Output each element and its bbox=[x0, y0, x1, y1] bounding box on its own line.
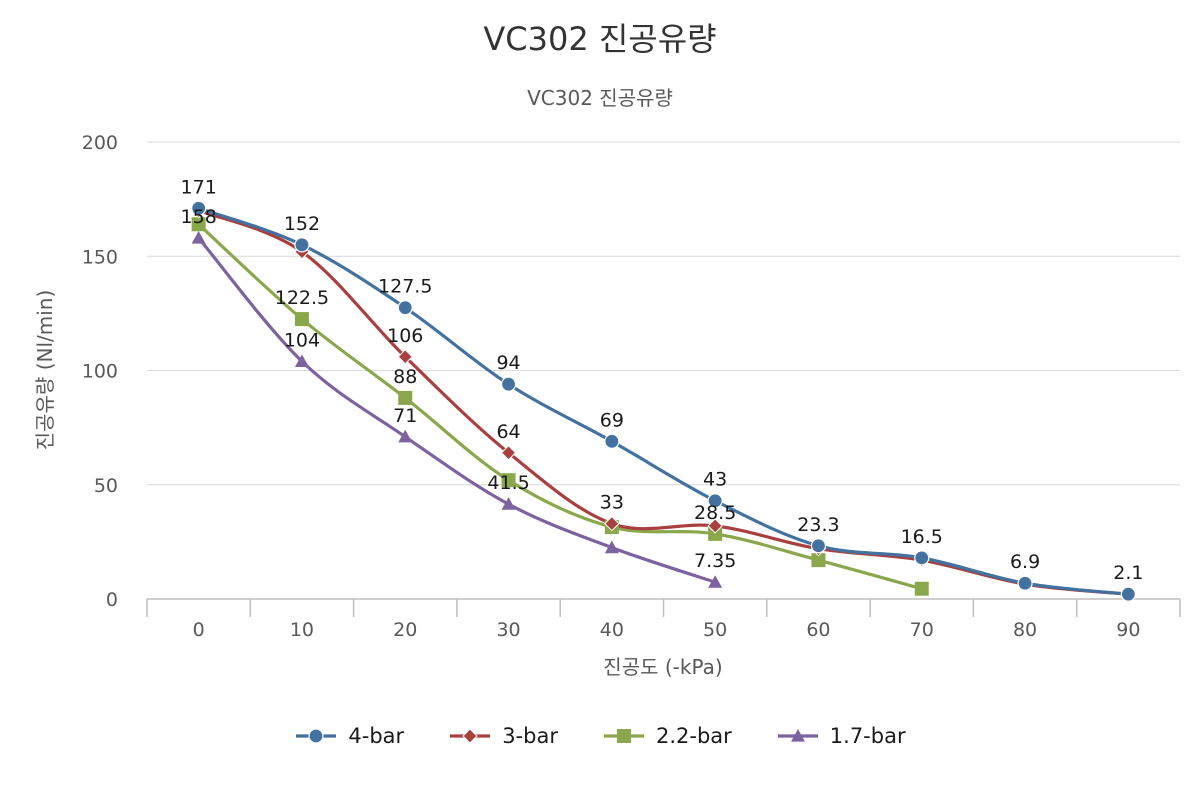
data-point-4-bar bbox=[500, 376, 517, 392]
data-label: 104 bbox=[284, 329, 320, 351]
legend-swatch-icon bbox=[296, 728, 337, 744]
data-label: 69 bbox=[600, 409, 624, 431]
data-point-2.2-bar bbox=[811, 553, 826, 568]
data-point-3-bar bbox=[397, 349, 413, 365]
data-label: 16.5 bbox=[901, 526, 943, 548]
legend-swatch-icon bbox=[450, 728, 491, 744]
legend-label: 4-bar bbox=[348, 724, 405, 748]
legend-item[interactable]: 1.7-bar bbox=[776, 724, 906, 748]
series-line-1.7-bar bbox=[197, 236, 717, 584]
data-point-4-bar bbox=[604, 433, 620, 449]
y-tick-label: 50 bbox=[94, 475, 118, 497]
data-point-3-bar bbox=[707, 518, 723, 534]
data-label: 64 bbox=[496, 421, 520, 443]
legend-item[interactable]: 2.2-bar bbox=[602, 724, 732, 748]
y-tick-label: 0 bbox=[106, 589, 118, 611]
y-tick-label: 200 bbox=[82, 132, 118, 154]
x-tick-label: 40 bbox=[600, 619, 624, 641]
data-point-4-bar bbox=[1017, 575, 1033, 591]
data-label: 158 bbox=[181, 206, 217, 228]
data-label: 33 bbox=[600, 492, 624, 514]
data-label: 152 bbox=[284, 213, 320, 235]
data-point-1.7-bar bbox=[501, 497, 516, 510]
data-point-2.2-bar bbox=[191, 217, 206, 232]
data-label: 106 bbox=[387, 325, 423, 347]
x-tick-label: 0 bbox=[193, 619, 205, 641]
data-point-3-bar bbox=[500, 445, 517, 461]
x-tick-label: 80 bbox=[1013, 619, 1037, 641]
data-label: 6.9 bbox=[1010, 551, 1040, 573]
legend-marker-icon bbox=[308, 728, 325, 744]
data-point-4-bar bbox=[707, 493, 723, 509]
data-point-4-bar bbox=[191, 200, 207, 216]
data-point-4-bar bbox=[397, 300, 413, 316]
data-label: 94 bbox=[496, 352, 520, 374]
data-label: 88 bbox=[393, 366, 417, 388]
legend-label: 1.7-bar bbox=[829, 724, 906, 748]
legend-label: 3-bar bbox=[502, 724, 558, 748]
data-point-2.2-bar bbox=[294, 312, 309, 327]
data-label: 2.1 bbox=[1113, 562, 1143, 584]
chart-subtitle: VC302 진공유량 bbox=[527, 86, 673, 110]
data-point-4-bar bbox=[1120, 586, 1136, 602]
y-tick-label: 150 bbox=[82, 246, 118, 268]
data-point-2.2-bar bbox=[501, 473, 516, 488]
x-axis-label: 진공도 (-kPa) bbox=[603, 655, 722, 679]
legend-swatch-icon bbox=[777, 729, 818, 742]
data-label: 23.3 bbox=[797, 514, 839, 536]
x-tick-label: 70 bbox=[910, 619, 934, 641]
legend-swatch-icon bbox=[603, 729, 644, 743]
x-tick-label: 10 bbox=[290, 619, 314, 641]
data-label: 7.35 bbox=[694, 550, 736, 572]
legend-marker-icon bbox=[462, 728, 478, 744]
legend: 4-bar 3-bar 2.2-bar 1.7-bar bbox=[0, 724, 1200, 748]
data-point-2.2-bar bbox=[914, 581, 929, 596]
data-point-4-bar bbox=[810, 538, 827, 554]
y-axis-label: 진공유량 (Nl/min) bbox=[33, 290, 57, 451]
series-line-3-bar bbox=[197, 208, 1130, 596]
x-tick-label: 60 bbox=[806, 619, 830, 641]
x-tick-label: 20 bbox=[393, 619, 417, 641]
data-point-4-bar bbox=[914, 550, 930, 566]
chart-title: VC302 진공유량 bbox=[483, 20, 717, 58]
legend-item[interactable]: 3-bar bbox=[448, 724, 558, 748]
data-point-1.7-bar bbox=[398, 429, 413, 443]
x-tick-label: 30 bbox=[496, 619, 520, 641]
x-tick-label: 50 bbox=[703, 619, 727, 641]
data-point-1.7-bar bbox=[294, 354, 309, 367]
data-label: 71 bbox=[393, 405, 417, 427]
legend-label: 2.2-bar bbox=[655, 724, 732, 748]
data-point-1.7-bar bbox=[708, 575, 723, 588]
legend-marker-icon bbox=[790, 729, 805, 742]
data-label: 171 bbox=[181, 176, 217, 198]
data-point-4-bar bbox=[294, 237, 310, 253]
series-line-4-bar bbox=[197, 206, 1130, 596]
data-point-1.7-bar bbox=[191, 230, 206, 244]
y-tick-label: 100 bbox=[82, 361, 118, 383]
data-label: 127.5 bbox=[378, 276, 432, 298]
data-point-2.2-bar bbox=[708, 526, 723, 541]
x-tick-label: 90 bbox=[1116, 619, 1140, 641]
data-point-2.2-bar bbox=[398, 390, 413, 405]
data-label: 41.5 bbox=[487, 472, 529, 494]
data-label: 122.5 bbox=[275, 287, 329, 309]
data-label: 43 bbox=[703, 469, 727, 491]
legend-item[interactable]: 4-bar bbox=[294, 724, 404, 748]
data-point-3-bar bbox=[604, 515, 620, 532]
legend-marker-icon bbox=[616, 729, 631, 743]
data-label: 28.5 bbox=[694, 502, 736, 524]
data-point-1.7-bar bbox=[604, 540, 619, 554]
